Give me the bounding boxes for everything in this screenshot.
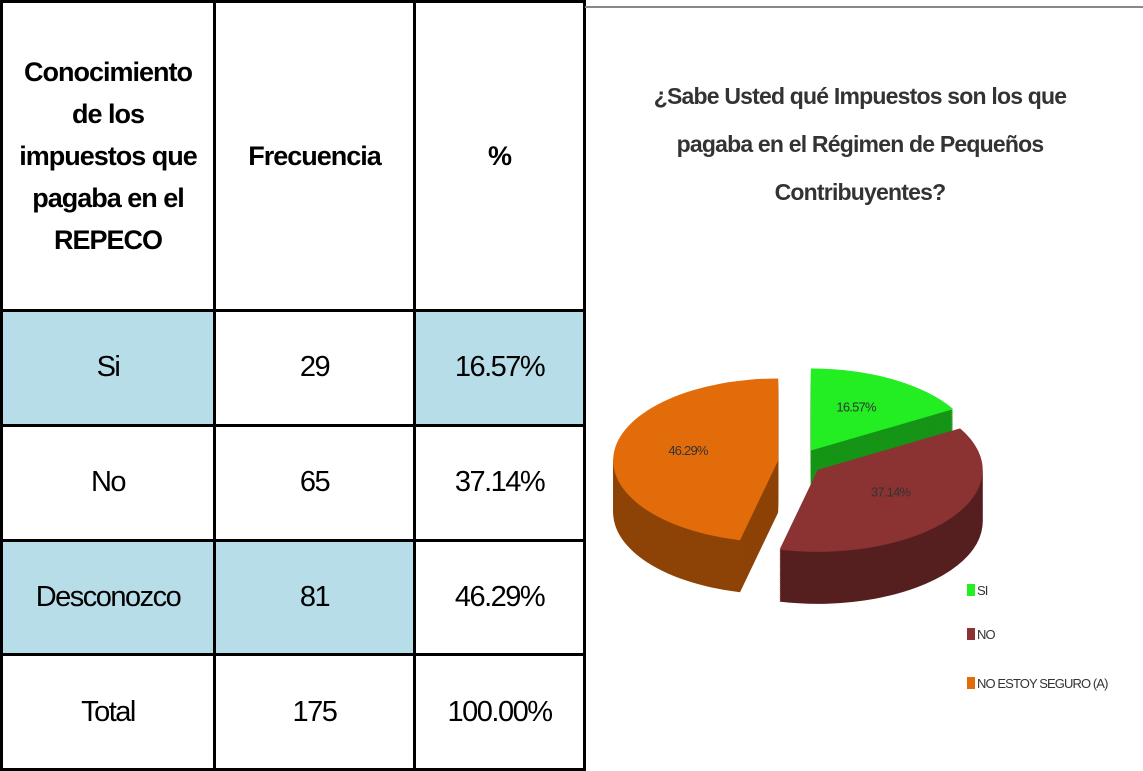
cell: 81	[213, 538, 416, 657]
header-cell: Conocimiento de los impuestos que pagaba…	[0, 0, 216, 312]
legend-label: NO ESTOY SEGURO (A)	[977, 676, 1108, 691]
legend-swatch	[967, 677, 975, 689]
legend-label: SI	[977, 583, 988, 598]
cell: 29	[213, 309, 416, 427]
row: Si 29 16.57%	[0, 309, 586, 427]
chart-title: ¿Sabe Usted qué Impuestos son los que pa…	[653, 83, 1067, 205]
legend-label: NO	[977, 627, 995, 642]
cell: 16.57%	[413, 309, 586, 427]
header-cell: Frecuencia	[213, 0, 416, 312]
legend-swatch	[967, 628, 975, 640]
cell: 65	[213, 423, 416, 542]
slice	[613, 378, 779, 541]
cell: 46.29%	[413, 538, 586, 657]
slice	[810, 368, 954, 451]
cell: No	[0, 423, 216, 542]
cell: 100.00%	[413, 653, 586, 771]
data-label: 37.14%	[871, 485, 912, 500]
cell: Total	[0, 653, 216, 771]
header-row: Conocimiento de los impuestos que pagaba…	[0, 0, 586, 312]
row: Desconozco 81 46.29%	[0, 538, 586, 657]
slice	[779, 428, 983, 552]
cell: Desconozco	[0, 538, 216, 657]
row: No 65 37.14%	[0, 423, 586, 542]
header-cell: %	[413, 0, 586, 312]
cell: 37.14%	[413, 423, 586, 542]
cell: 175	[213, 653, 416, 771]
data-label: 46.29%	[668, 443, 709, 458]
row: Total 175 100.00%	[0, 653, 586, 771]
frequency-table: Conocimiento de los impuestos que pagaba…	[0, 0, 586, 771]
cell: Si	[0, 309, 216, 427]
legend-swatch	[967, 584, 975, 596]
data-label: 16.57%	[836, 399, 877, 414]
chart: 16.57% 37.14% 46.29% SI NO NO ESTOY SEGURO (A…	[585, 6, 1143, 691]
